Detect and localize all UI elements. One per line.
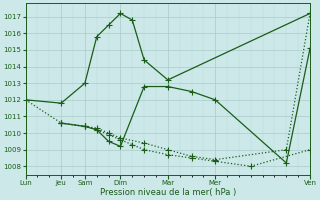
X-axis label: Pression niveau de la mer( hPa ): Pression niveau de la mer( hPa ) xyxy=(100,188,236,197)
